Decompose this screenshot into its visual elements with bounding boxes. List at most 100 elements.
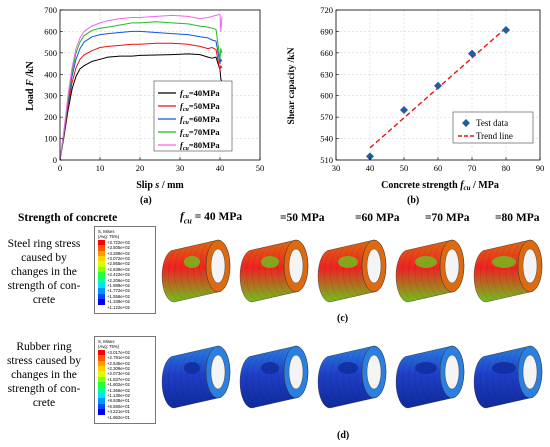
chart-b-xtick-label: 40	[366, 163, 375, 173]
chart-b-xtick-label: 80	[502, 163, 511, 173]
chart-a-ytick-label: 200	[44, 112, 57, 122]
stress-legend-value: +2.422e+02	[107, 272, 130, 278]
chart-b-ytick-label: 540	[320, 134, 333, 144]
chart-a-series-line	[59, 21, 223, 161]
stress-legend-value: +2.639e+02	[107, 266, 130, 272]
stress-legend-swatch	[98, 409, 105, 415]
stress-legend-row: +1.862e+01	[98, 415, 152, 420]
stress-legend-swatch	[98, 277, 105, 283]
stress-legend-value: +2.781e+02	[107, 355, 130, 361]
stress-legend-value: +2.855e+02	[107, 261, 130, 267]
chart-b-ytick-label: 570	[320, 112, 333, 122]
row_steel-cylinder	[239, 239, 309, 303]
chart-b-xlabel: Concrete strength fcu / MPa	[381, 180, 499, 192]
chart-a-xtick-label: 20	[136, 163, 145, 173]
stress-legend-swatch	[98, 360, 105, 366]
stress-legend-row: +6.580e+01	[98, 403, 152, 410]
chart-b-xtick-label: 60	[434, 163, 443, 173]
chart-a-legend-label: fcu=80MPa	[180, 140, 220, 152]
stress-legend-swatch	[98, 266, 105, 273]
caption-b: (b)	[407, 195, 420, 206]
chart-a-ytick-label: 400	[44, 69, 57, 79]
row_rubber-cylinder	[239, 345, 309, 409]
chart-a-legend-label: fcu=70MPa	[180, 127, 220, 139]
stress-legend-value: +1.772e+02	[107, 288, 130, 294]
stress-legend-swatch	[98, 255, 105, 262]
row_rubber-cylinder	[395, 345, 465, 409]
chart-a-legend-label: fcu=60MPa	[180, 114, 220, 126]
stress-legend-row: +2.639e+02	[98, 266, 152, 273]
stress-legend-swatch	[98, 415, 105, 420]
stress-legend-swatch	[98, 299, 105, 305]
stress-legend-swatch	[98, 403, 105, 410]
chart-b-ticks: 30 40 50 60 70 80 90 510 540 570 600 630 660 690 720	[320, 5, 544, 173]
chart-a-legend-label: fcu=40MPa	[180, 88, 220, 100]
chart-b-ytick-label: 720	[320, 5, 333, 15]
chart-a-ytick-label: 0	[53, 155, 57, 165]
chart-b-series	[366, 26, 510, 161]
legend-test-data-marker	[462, 119, 470, 127]
stress-legend-swatch	[98, 293, 105, 300]
row_steel-cylinder	[317, 239, 387, 303]
chart-b-xtick-label: 90	[536, 163, 545, 173]
chart-a-ytick-label: 500	[44, 48, 57, 58]
chart-a-series-line	[59, 42, 223, 161]
stress-legend-value: +6.580e+01	[107, 403, 130, 409]
stress-legend-swatch	[98, 349, 105, 356]
test-data-point	[366, 152, 374, 161]
row_rubber-cylinder	[473, 345, 543, 409]
chart-b-xtick-label: 30	[332, 163, 341, 173]
stress-legend-value: +1.602e+02	[107, 382, 130, 388]
stress-legend-swatch	[98, 387, 105, 393]
row_steel-cylinder	[161, 239, 231, 303]
rubber-ring-contours	[161, 345, 543, 409]
stress-legend-row: +2.781e+02	[98, 355, 152, 361]
stress-legend-value: +1.122e+02	[107, 304, 130, 310]
stress-legend-row: +3.289e+02	[98, 250, 152, 256]
caption-d: (d)	[337, 430, 350, 441]
stress-legend-swatch	[98, 355, 105, 361]
col-40-label: fcu = 40 MPa	[180, 211, 243, 226]
stress-legend-value: +2.073e+02	[107, 371, 130, 377]
stress-legend-value: +3.017e+02	[107, 349, 130, 355]
chart-b-ytick-label: 660	[320, 48, 333, 58]
stress-legend-value: +1.989e+02	[107, 282, 130, 288]
stress-legend-value: +1.339e+02	[107, 299, 130, 305]
stress-legend-swatch	[98, 261, 105, 267]
stress-legend-row: +3.017e+02	[98, 349, 152, 356]
chart-a-ytick-label: 300	[44, 91, 57, 101]
test-data-point	[502, 26, 510, 34]
stress-legend-swatch	[98, 239, 105, 246]
chart-b-ytick-label: 630	[320, 69, 333, 79]
stress-legend-row: +3.722e+02	[98, 239, 152, 246]
stress-legend-row: +1.130e+02	[98, 392, 152, 399]
stress-legend-value: +2.309e+02	[107, 365, 130, 371]
chart-b-legend: Test data Trend line	[452, 111, 534, 144]
chart-a-xtick-label: 10	[96, 163, 105, 173]
col-60-label: =60 MPa	[355, 212, 400, 224]
stress-legend-row: +4.221e+01	[98, 409, 152, 415]
chart-a-legend-label: fcu=50MPa	[180, 101, 220, 113]
stress-legend-row: +1.989e+02	[98, 282, 152, 289]
chart-a-xtick-label: 0	[58, 163, 62, 173]
chart-a-ytick-label: 600	[44, 26, 57, 36]
rubber-row-label: Rubber ring stress caused by changes in …	[6, 341, 82, 409]
stress-legend-swatch	[98, 392, 105, 399]
stress-legend-row: +1.366e+02	[98, 387, 152, 393]
col-50-label: =50 MPa	[280, 212, 325, 224]
stress-legend-value: +2.206e+02	[107, 277, 130, 283]
stress-legend-value: +2.545e+02	[107, 360, 130, 366]
test-data-point	[468, 49, 476, 58]
stress-legend-value: +3.505e+02	[107, 245, 130, 251]
stress-legend-swatch	[98, 376, 105, 383]
stress-legend-row: +2.073e+02	[98, 371, 152, 377]
stress-legend-swatch	[98, 365, 105, 372]
row_rubber-cylinder	[161, 345, 231, 409]
chart-a-xtick-label: 30	[176, 163, 185, 173]
stress-legend-swatch	[98, 382, 105, 388]
col-80-label: =80 MPa	[495, 212, 540, 224]
chart-b-grid	[336, 10, 540, 160]
chart-a-xtick-label: 50	[256, 163, 265, 173]
caption-c: (c)	[337, 313, 349, 324]
